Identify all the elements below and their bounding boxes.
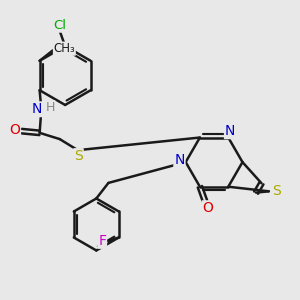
Text: S: S (272, 184, 281, 198)
Text: F: F (98, 234, 106, 248)
Text: N: N (225, 124, 235, 138)
Text: N: N (32, 102, 42, 116)
Text: N: N (174, 153, 184, 167)
Text: Cl: Cl (53, 19, 66, 32)
Text: O: O (202, 201, 213, 215)
Text: S: S (74, 149, 83, 163)
Text: H: H (45, 101, 55, 114)
Text: O: O (9, 123, 20, 137)
Text: CH₃: CH₃ (53, 42, 75, 55)
